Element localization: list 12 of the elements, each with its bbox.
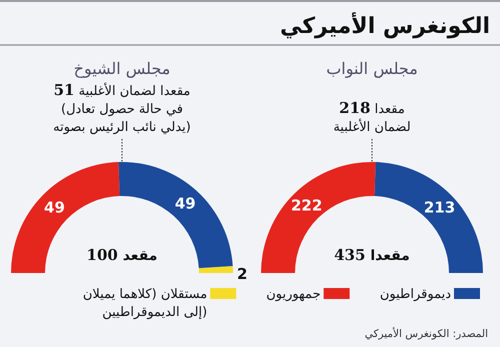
legend-label: ديموقراطيون (380, 287, 452, 302)
data-label: 49 (174, 194, 196, 212)
legend-label: مستقلان (كلاهما يميلان إلى الديموقراطيين) (82, 287, 208, 320)
data-label: 2 (237, 265, 248, 283)
text: المصدر: الكونغرس الأميركي (364, 326, 488, 340)
legend-label: جمهوريون (266, 287, 321, 302)
chart-title: الكونغرس الأميركي (280, 12, 490, 39)
data-label: 222 (290, 196, 322, 214)
data-label: 213 (424, 198, 456, 217)
chart-title: مجلس الشيوخ (74, 59, 170, 78)
data-label: 49 (44, 198, 65, 217)
chart-subtitle: مجلس النواب (326, 59, 418, 78)
